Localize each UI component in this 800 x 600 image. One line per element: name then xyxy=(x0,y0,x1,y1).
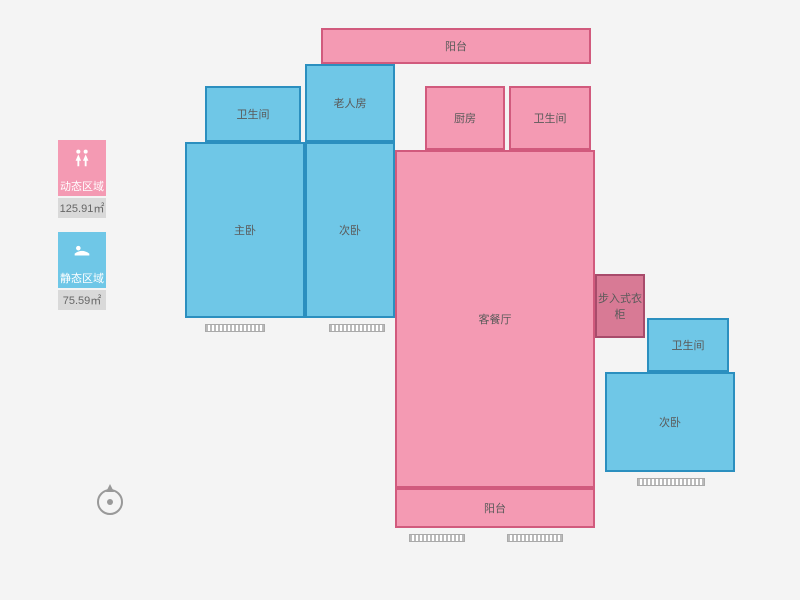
sleep-icon xyxy=(71,239,93,261)
legend-dynamic-tile xyxy=(58,140,106,176)
room-label: 卫生间 xyxy=(672,337,705,353)
room-elder-room: 老人房 xyxy=(305,64,395,142)
room-walkin-closet: 步入式衣柜 xyxy=(595,274,645,338)
room-label: 次卧 xyxy=(659,414,681,430)
room-master-bed: 主卧 xyxy=(185,142,305,318)
room-label: 厨房 xyxy=(454,110,476,126)
room-label: 阳台 xyxy=(484,500,506,516)
window-marker xyxy=(507,534,563,542)
room-label: 阳台 xyxy=(445,38,467,54)
legend-static-value: 75.59㎡ xyxy=(58,290,106,310)
legend-static: 静态区域 75.59㎡ xyxy=(58,232,116,310)
people-icon xyxy=(71,147,93,169)
room-label: 次卧 xyxy=(339,222,361,238)
room-balcony-bottom: 阳台 xyxy=(395,488,595,528)
room-bath-3: 卫生间 xyxy=(647,318,729,372)
room-kitchen: 厨房 xyxy=(425,86,505,150)
window-marker xyxy=(329,324,385,332)
compass-icon xyxy=(90,480,130,520)
legend-panel: 动态区域 125.91㎡ 静态区域 75.59㎡ xyxy=(58,140,116,324)
window-marker xyxy=(409,534,465,542)
room-label: 主卧 xyxy=(234,222,256,238)
room-label: 客餐厅 xyxy=(479,311,512,327)
room-second-bed-1: 次卧 xyxy=(305,142,395,318)
room-second-bed-2: 次卧 xyxy=(605,372,735,472)
room-label: 卫生间 xyxy=(237,106,270,122)
window-marker xyxy=(205,324,265,332)
room-bath-1: 卫生间 xyxy=(205,86,301,142)
legend-dynamic-value: 125.91㎡ xyxy=(58,198,106,218)
legend-dynamic-label: 动态区域 xyxy=(58,176,106,196)
room-living-dining: 客餐厅 xyxy=(395,150,595,488)
legend-static-tile xyxy=(58,232,106,268)
legend-static-label: 静态区域 xyxy=(58,268,106,288)
room-balcony-top: 阳台 xyxy=(321,28,591,64)
room-label: 卫生间 xyxy=(534,110,567,126)
legend-dynamic: 动态区域 125.91㎡ xyxy=(58,140,116,218)
room-bath-2: 卫生间 xyxy=(509,86,591,150)
room-label: 步入式衣柜 xyxy=(597,290,643,322)
floorplan-canvas: 阳台卫生间老人房厨房卫生间主卧次卧客餐厅步入式衣柜卫生间次卧阳台 xyxy=(185,28,760,568)
room-label: 老人房 xyxy=(334,95,367,111)
window-marker xyxy=(637,478,705,486)
